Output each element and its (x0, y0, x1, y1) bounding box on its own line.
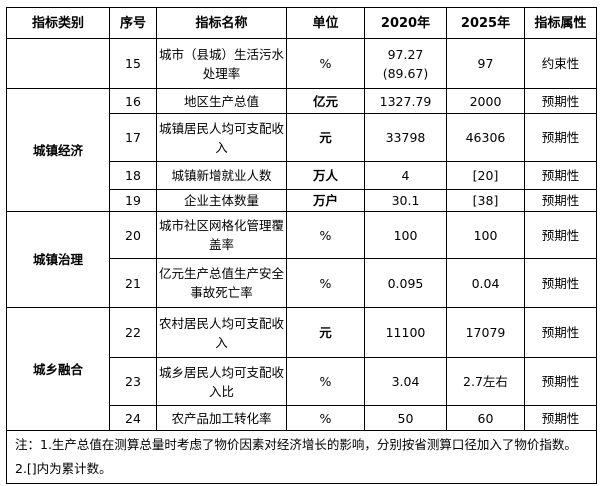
row-no: 16 (109, 88, 157, 114)
table-row: 19 企业主体数量 万户 30.1 [38] 预期性 (7, 189, 597, 212)
row-no: 19 (109, 189, 157, 212)
table-row: 城镇治理 20 城市社区网格化管理覆盖率 % 100 100 预期性 (6, 211, 597, 308)
row-2025: 2.7左右 (446, 357, 525, 406)
row-name: 城镇新增就业人数 (156, 161, 287, 190)
row-no: 20 (109, 211, 157, 259)
indicator-table: 指标类别 序号 指标名称 单位 2020年 2025年 指标属性 15 城市（县… (6, 7, 597, 484)
row-attr: 预期性 (524, 113, 597, 162)
row-no: 15 (109, 38, 157, 89)
row-unit: % (286, 258, 365, 308)
row-attr: 预期性 (524, 307, 597, 358)
table-row: 17 城镇居民人均可支配收入 元 33798 46306 预期性 (7, 113, 597, 162)
row-attr: 约束性 (524, 38, 597, 89)
row-name: 农村居民人均可支配收入 (156, 307, 287, 358)
row-2025: 60 (446, 405, 525, 431)
header-attr: 指标属性 (524, 7, 597, 39)
row-attr: 预期性 (524, 88, 597, 114)
row-name: 农产品加工转化率 (156, 405, 287, 431)
row-unit: 亿元 (286, 88, 365, 114)
row-name: 城镇居民人均可支配收入 (156, 113, 287, 162)
row-2025: 0.04 (446, 258, 525, 308)
row-name: 亿元生产总值生产安全事故死亡率 (156, 258, 287, 308)
row-attr: 预期性 (524, 211, 597, 259)
note-row: 注：1.生产总值在测算总量时考虑了物价因素对经济增长的影响，分别按省测算口径加入… (6, 430, 597, 484)
row-2020: 1327.79 (364, 88, 447, 114)
row-unit: % (286, 211, 365, 259)
row-name: 城市（县城）生活污水处理率 (156, 38, 287, 89)
row-2020: 30.1 (364, 189, 447, 212)
header-2025: 2025年 (446, 7, 525, 39)
row-2020: 33798 (364, 113, 447, 162)
row-unit: 元 (286, 113, 365, 162)
row-unit: % (286, 405, 365, 431)
row-name: 地区生产总值 (156, 88, 287, 114)
row-2025: 2000 (446, 88, 525, 114)
row-2020: 97.27 (89.67) (364, 38, 447, 89)
row-no: 18 (109, 161, 157, 190)
row-2025: 17079 (446, 307, 525, 358)
row-unit: % (286, 357, 365, 406)
row-2020: 50 (364, 405, 447, 431)
header-no: 序号 (109, 7, 157, 39)
header-row: 指标类别 序号 指标名称 单位 2020年 2025年 指标属性 (6, 7, 597, 39)
row-no: 24 (109, 405, 157, 431)
header-unit: 单位 (286, 7, 365, 39)
row-attr: 预期性 (524, 258, 597, 308)
category-cell-empty (6, 38, 110, 89)
table-note: 注：1.生产总值在测算总量时考虑了物价因素对经济增长的影响，分别按省测算口径加入… (6, 430, 597, 484)
row-unit: 万人 (286, 161, 365, 190)
row-no: 22 (109, 307, 157, 358)
row-name: 城市社区网格化管理覆盖率 (156, 211, 287, 259)
category-cell: 城乡融合 (6, 307, 110, 431)
row-no: 21 (109, 258, 157, 308)
row-2025: 100 (446, 211, 525, 259)
row-2020: 0.095 (364, 258, 447, 308)
row-no: 23 (109, 357, 157, 406)
row-2025: 46306 (446, 113, 525, 162)
table-row: 城乡融合 22 农村居民人均可支配收入 元 11100 17079 预期性 (6, 307, 597, 431)
table-row: 15 城市（县城）生活污水处理率 % 97.27 (89.67) 97 约束性 (6, 38, 597, 89)
header-name: 指标名称 (156, 7, 287, 39)
row-name: 城乡居民人均可支配收入比 (156, 357, 287, 406)
row-2020: 11100 (364, 307, 447, 358)
row-attr: 预期性 (524, 189, 597, 212)
table-row: 城镇经济 16 地区生产总值 亿元 1327.79 2000 预期性 (6, 88, 597, 212)
row-unit: % (286, 38, 365, 89)
category-cell: 城镇经济 (6, 88, 110, 212)
header-category: 指标类别 (6, 7, 110, 39)
row-attr: 预期性 (524, 405, 597, 431)
row-2020: 100 (364, 211, 447, 259)
row-2025: 97 (446, 38, 525, 89)
row-unit: 元 (286, 307, 365, 358)
category-cell: 城镇治理 (6, 211, 110, 308)
row-unit: 万户 (286, 189, 365, 212)
row-name: 企业主体数量 (156, 189, 287, 212)
row-attr: 预期性 (524, 161, 597, 190)
table-row: 24 农产品加工转化率 % 50 60 预期性 (7, 405, 597, 431)
row-2020: 3.04 (364, 357, 447, 406)
row-no: 17 (109, 113, 157, 162)
row-2025: [38] (446, 189, 525, 212)
row-2025: [20] (446, 161, 525, 190)
row-attr: 预期性 (524, 357, 597, 406)
header-2020: 2020年 (364, 7, 447, 39)
row-2020: 4 (364, 161, 447, 190)
